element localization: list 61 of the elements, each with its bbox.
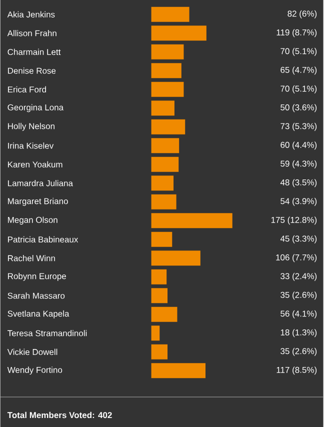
text: Total Members Voted: 402: [8, 412, 112, 418]
y-tick-label: Wendy Fortino: [8, 366, 62, 375]
y-tick-label: Karen Yoakum: [8, 161, 62, 168]
data-label: 73 (5.3%): [280, 122, 317, 131]
bar: [152, 6, 190, 22]
bar: [152, 26, 207, 41]
data-label: 48 (3.5%): [280, 179, 317, 188]
y-tick-label: Allison Frahn: [8, 30, 57, 36]
data-label: 70 (5.1%): [280, 85, 317, 94]
data-label: 59 (4.3%): [280, 160, 317, 168]
bar: [152, 363, 206, 378]
y-tick-label: Charmain Lett: [8, 48, 61, 55]
bar: [152, 82, 184, 97]
bar: [152, 44, 184, 60]
data-label: 60 (4.4%): [280, 142, 317, 150]
data-label: 117 (8.5%): [276, 366, 317, 375]
y-tick-label: Erica Ford: [8, 86, 46, 92]
bar: [152, 213, 233, 228]
bar: [152, 63, 182, 78]
y-tick-label: Lamardra Juliana: [8, 180, 74, 186]
bar: [152, 306, 178, 322]
bar: [152, 344, 168, 360]
y-tick-label: Patricia Babineaux: [8, 236, 78, 242]
bar: [152, 119, 186, 134]
y-tick-label: Rachel Winn: [8, 255, 56, 262]
bar: [152, 100, 175, 116]
y-tick-label: Holly Nelson: [8, 122, 55, 131]
data-label: 54 (3.9%): [280, 198, 317, 206]
data-label: 33 (2.4%): [280, 272, 317, 281]
bar: [152, 232, 172, 247]
data-label: 45 (3.3%): [280, 235, 317, 244]
data-label: 119 (8.7%): [276, 29, 317, 38]
data-label: 70 (5.1%): [280, 48, 317, 56]
y-tick-label: Akia Jenkins: [8, 11, 55, 18]
bar: [152, 176, 174, 191]
data-label: 50 (3.6%): [280, 104, 317, 112]
y-tick-label: Denise Rose: [8, 68, 56, 74]
y-tick-label: Georgina Lona: [8, 104, 64, 112]
y-tick-label: Megan Olson: [8, 216, 58, 225]
y-tick-label: Vickie Dowell: [8, 348, 58, 355]
data-label: 82 (6%): [288, 10, 317, 18]
data-label: 106 (7.7%): [276, 254, 317, 262]
y-tick-label: Teresa Stramandinoli: [8, 330, 87, 336]
y-tick-label: Margaret Briano: [8, 198, 68, 206]
y-tick-label: Irina Kiselev: [8, 142, 54, 149]
bar: [152, 138, 180, 154]
data-label: 35 (2.6%): [280, 292, 317, 300]
bar: [152, 326, 160, 341]
data-label: 35 (2.6%): [280, 348, 317, 356]
y-tick-label: Sarah Massaro: [8, 292, 65, 299]
data-label: 65 (4.7%): [280, 66, 317, 75]
bar: [152, 156, 179, 172]
bar: [152, 269, 167, 284]
data-label: 18 (1.3%): [281, 329, 317, 338]
data-label: 175 (12.8%): [272, 216, 317, 225]
bar: [152, 194, 177, 210]
bar: [152, 288, 168, 304]
data-label: 56 (4.1%): [280, 310, 317, 318]
y-tick-label: Svetlana Kapela: [8, 310, 70, 318]
bar: [152, 250, 201, 266]
y-tick-label: Robynn Europe: [8, 272, 66, 281]
